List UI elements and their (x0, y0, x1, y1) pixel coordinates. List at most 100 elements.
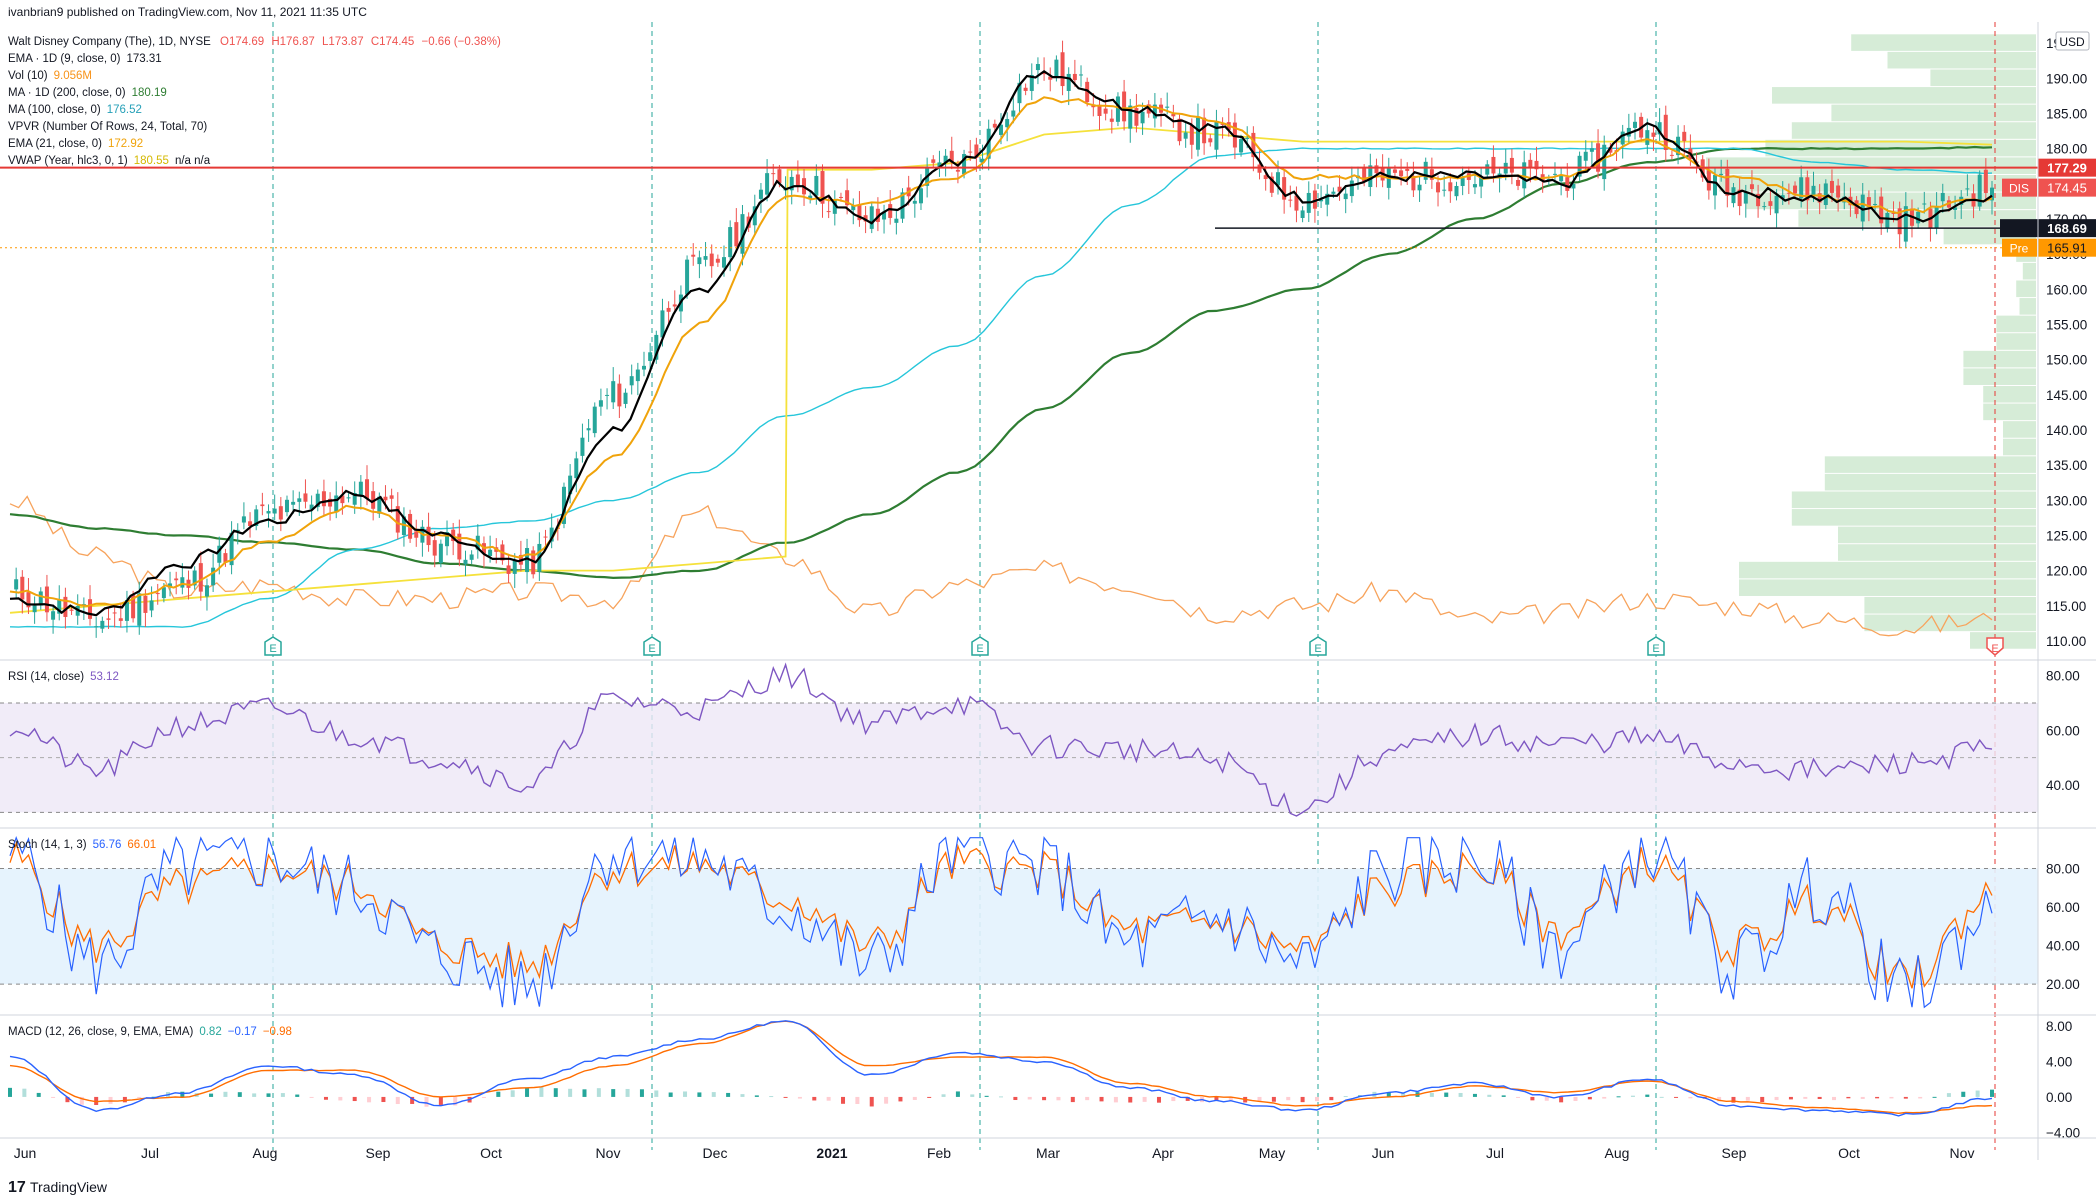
macd-histogram-bar (525, 1088, 530, 1097)
volume-profile-bar (2003, 421, 2036, 438)
candle-body (334, 495, 339, 512)
candle-body (1023, 87, 1028, 91)
candle-body (734, 222, 739, 247)
candlesticks (14, 40, 1994, 638)
candle-body (168, 583, 173, 588)
price-tick-label: 120.00 (2046, 564, 2087, 579)
candle-body (955, 169, 960, 172)
volume-profile-bar (1983, 403, 2036, 421)
symbol-close: C174.45 (371, 36, 414, 48)
macd-histogram-bar (754, 1095, 759, 1097)
candle-body (980, 158, 985, 163)
macd-histogram-bar (1056, 1096, 1061, 1101)
macd-histogram-bar (1630, 1095, 1635, 1097)
volume-profile-bar (1864, 596, 2036, 614)
macd-histogram-bar (1142, 1096, 1147, 1102)
price-axis[interactable]: 195.00190.00185.00180.00175.00170.00165.… (2046, 36, 2087, 649)
stoch-axis[interactable]: 80.00 60.00 40.00 20.00 (2046, 862, 2080, 993)
macd-histogram-bar (309, 1096, 314, 1098)
macd-histogram-bar (1329, 1096, 1334, 1101)
macd-histogram-bar (1458, 1092, 1463, 1097)
candle-body (709, 253, 714, 267)
candle-body (309, 504, 314, 510)
macd-panel[interactable]: 8.00 4.00 0.00 −4.00 (8, 1019, 2080, 1141)
candle-body (1472, 184, 1477, 188)
time-tick-label: Aug (253, 1145, 278, 1161)
candle-body (1811, 185, 1816, 196)
candle-body (340, 495, 345, 504)
macd-histogram-bar (151, 1096, 156, 1098)
candle-body (863, 215, 868, 222)
candle-body (1762, 206, 1767, 208)
macd-histogram-bar (1774, 1096, 1779, 1101)
time-axis[interactable]: Jun Jul Aug Sep Oct Nov Dec 2021 Feb Mar Apr May Jun… (14, 1145, 1975, 1161)
stoch-label: Stoch (14, 1, 3) (8, 839, 87, 851)
candle-body (1232, 122, 1237, 148)
macd-histogram-bar (596, 1088, 601, 1097)
candle-body (260, 504, 265, 507)
rsi-axis[interactable]: 80.00 60.00 40.00 (2046, 669, 2080, 793)
macd-histogram-bar (510, 1090, 515, 1097)
macd-histogram-bar (1932, 1096, 1937, 1098)
vwap-line (9, 126, 1993, 614)
macd-axis[interactable]: 8.00 4.00 0.00 −4.00 (2046, 1019, 2080, 1141)
candle-body (1005, 119, 1010, 128)
resistance-value: 177.29 (2047, 161, 2087, 176)
candle-body (1885, 212, 1890, 229)
candle-body (315, 493, 320, 508)
candle-body (1706, 170, 1711, 191)
stoch-panel[interactable]: 80.00 60.00 40.00 20.00 (0, 835, 2080, 1009)
price-tick-label: 180.00 (2046, 142, 2087, 157)
price-tick-label: 140.00 (2046, 423, 2087, 438)
candle-body (1011, 110, 1016, 117)
macd-histogram-bar (927, 1096, 932, 1098)
macd-histogram-bar (36, 1092, 41, 1097)
macd-histogram-bar (1616, 1096, 1621, 1098)
macd-histogram-bar (1975, 1090, 1980, 1097)
candle-body (217, 545, 222, 563)
candle-body (1491, 156, 1496, 174)
support-tag: 168.69 (2000, 219, 2096, 238)
time-tick-label: Oct (480, 1145, 502, 1161)
candle-body (894, 218, 899, 223)
macd-histogram-bar (180, 1091, 185, 1097)
volume-profile-bar (1719, 174, 2036, 192)
candle-body (1509, 157, 1514, 173)
candle-body (851, 205, 856, 211)
earnings-marker-shape (1309, 636, 1327, 656)
currency-box[interactable] (2055, 31, 2090, 51)
tradingview-logo[interactable]: 17 TradingView (8, 1179, 108, 1196)
candle-body (598, 400, 603, 407)
svg-text:VPVR (Number Of Rows, 24, Tota: VPVR (Number Of Rows, 24, Total, 70) (8, 121, 207, 133)
macd-histogram-bar (1171, 1096, 1176, 1102)
candle-body (1836, 185, 1841, 198)
macd-histogram-bar (1156, 1096, 1161, 1103)
macd-histogram-bar (1860, 1096, 1865, 1099)
macd-histogram-bar (1946, 1093, 1951, 1097)
candle-body (365, 479, 370, 499)
candle-body (1429, 169, 1434, 180)
candle-body (94, 626, 99, 628)
candle-body (561, 486, 566, 524)
rsi-panel[interactable]: 80.00 60.00 40.00 (0, 662, 2080, 817)
macd-histogram-bar (338, 1096, 343, 1101)
macd-tick-label: −4.00 (2046, 1125, 2080, 1140)
macd-histogram-bar (65, 1096, 70, 1103)
candle-body (758, 189, 763, 199)
volume-profile-bar (1739, 579, 2036, 596)
candle-body (32, 605, 37, 613)
svg-text:Vol (10)9.056M: Vol (10) 9.056M (8, 70, 92, 82)
pre-market-tag: Pre 165.91 (2002, 238, 2096, 257)
macd-histogram-bar (1602, 1096, 1607, 1099)
time-tick-label: Dec (703, 1145, 728, 1161)
macd-histogram-bar (1501, 1095, 1506, 1097)
macd-histogram-bar (1817, 1096, 1822, 1099)
ema21-value: 172.92 (108, 138, 143, 150)
macd-histogram-bar (1846, 1096, 1851, 1099)
volume-profile-bar (1838, 544, 2036, 561)
candle-body (248, 521, 253, 527)
earnings-marker: E (1309, 636, 1327, 656)
candle-body (697, 257, 702, 265)
